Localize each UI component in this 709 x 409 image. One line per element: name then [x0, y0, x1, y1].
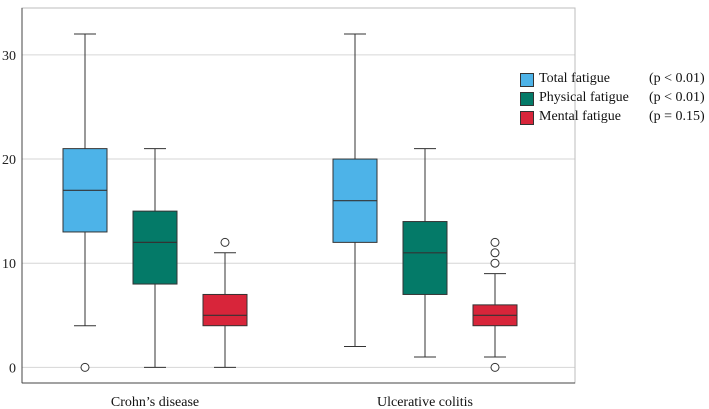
outlier-point	[490, 237, 500, 247]
box-physical-fatigue-ulcerative-colitis	[402, 148, 448, 358]
x-category-label-crohn-s-disease: Crohn’s disease	[111, 395, 199, 409]
legend-swatch-total-fatigue	[520, 73, 534, 87]
legend-swatch-mental-fatigue	[520, 111, 534, 125]
box-mental-fatigue-ulcerative-colitis	[472, 237, 518, 372]
legend-pvalue-physical-fatigue: (p < 0.01)	[649, 90, 705, 105]
legend-label-mental-fatigue: Mental fatigue	[539, 109, 622, 124]
axes	[21, 7, 576, 384]
box-total-fatigue-ulcerative-colitis	[332, 33, 378, 348]
box-iqr	[402, 221, 448, 295]
outlier-point	[490, 248, 500, 258]
gridlines	[22, 54, 575, 368]
axis-labels: 0 10 20 30 Crohn’s disease Ulcerative colitis	[2, 49, 473, 409]
legend-label-total-fatigue: Total fatigue	[539, 71, 610, 86]
box-physical-fatigue-crohn-s-disease	[132, 148, 178, 368]
y-tick-label-10: 10	[2, 257, 16, 272]
box-mental-fatigue-crohn-s-disease	[202, 237, 248, 368]
legend-swatch-physical-fatigue	[520, 92, 534, 106]
y-tick-label-0: 0	[9, 361, 16, 376]
y-tick-label-20: 20	[2, 153, 16, 168]
y-tick-label-30: 30	[2, 49, 16, 64]
outlier-point	[490, 258, 500, 268]
box-iqr	[132, 210, 178, 285]
legend-label-physical-fatigue: Physical fatigue	[539, 90, 629, 105]
legend-pvalue-mental-fatigue: (p = 0.15)	[649, 109, 705, 124]
x-category-label-ulcerative-colitis: Ulcerative colitis	[377, 395, 473, 409]
outlier-point	[80, 362, 90, 372]
boxes	[62, 33, 518, 372]
legend-pvalue-total-fatigue: (p < 0.01)	[649, 71, 705, 86]
box-total-fatigue-crohn-s-disease	[62, 33, 108, 372]
outlier-point	[220, 237, 230, 247]
box-iqr	[202, 293, 248, 327]
outlier-point	[490, 362, 500, 372]
